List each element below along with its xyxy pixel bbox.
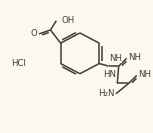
- Text: HN: HN: [103, 70, 116, 79]
- Text: NH: NH: [109, 54, 122, 63]
- Text: OH: OH: [61, 16, 75, 25]
- Text: HCl: HCl: [11, 59, 26, 68]
- Text: O: O: [31, 29, 37, 38]
- Text: NH: NH: [128, 53, 141, 62]
- Text: NH: NH: [138, 70, 151, 79]
- Text: H₂N: H₂N: [98, 89, 114, 98]
